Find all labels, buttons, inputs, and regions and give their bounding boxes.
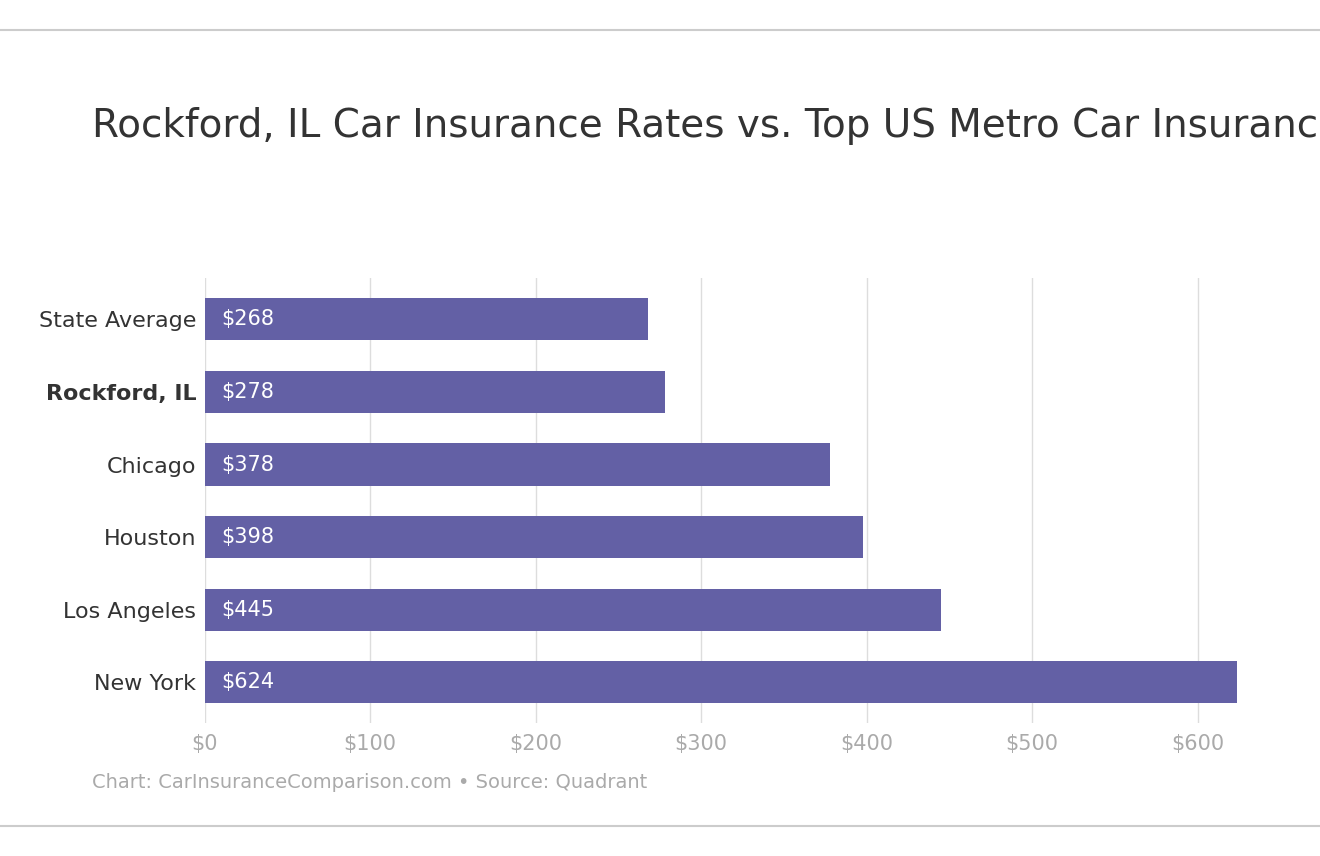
- Bar: [205, 299, 648, 341]
- Bar: [205, 661, 1237, 703]
- Text: $378: $378: [222, 455, 275, 474]
- Text: $445: $445: [222, 599, 275, 620]
- Text: $398: $398: [222, 527, 275, 547]
- Text: $624: $624: [222, 672, 275, 692]
- Text: $278: $278: [222, 382, 275, 402]
- Text: $268: $268: [222, 310, 275, 330]
- Bar: [205, 371, 665, 413]
- Text: Rockford, IL Car Insurance Rates vs. Top US Metro Car Insurance Rates: Rockford, IL Car Insurance Rates vs. Top…: [92, 107, 1320, 145]
- Bar: [205, 443, 830, 485]
- Text: Chart: CarInsuranceComparison.com • Source: Quadrant: Chart: CarInsuranceComparison.com • Sour…: [92, 773, 648, 792]
- Bar: [205, 516, 863, 558]
- Bar: [205, 589, 941, 631]
